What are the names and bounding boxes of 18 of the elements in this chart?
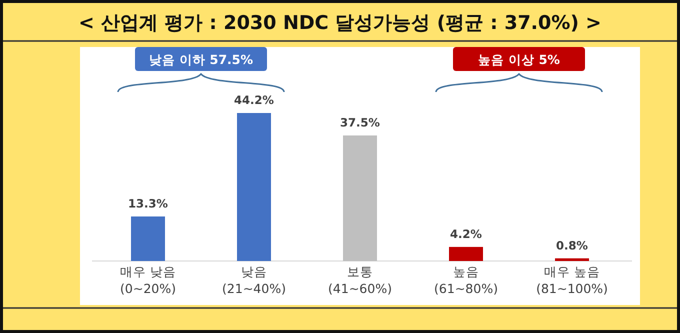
x-tick-label: 높음 (61~80%): [434, 264, 498, 296]
x-tick-label: 매우 낮음 (0~20%): [120, 264, 176, 296]
x-tick-label: 보통 (41~60%): [328, 264, 392, 296]
bar: [555, 258, 589, 261]
x-tick-label: 낮음 (21~40%): [222, 264, 286, 296]
text: 높음 이상 5%: [478, 52, 560, 67]
chart-title: < 산업계 평가 : 2030 NDC 달성가능성 (평균 : 37.0%) >: [78, 12, 602, 34]
data-label: 44.2%: [234, 93, 274, 107]
bar: [449, 246, 483, 261]
text: 낮음 이하 57.5%: [148, 52, 254, 67]
data-label: 13.3%: [128, 196, 168, 210]
bar: [343, 135, 377, 261]
data-label: 4.2%: [450, 226, 482, 241]
data-label: 0.8%: [556, 238, 588, 252]
x-tick-label: 매우 높음 (81~100%): [536, 264, 608, 296]
bar: [237, 113, 271, 261]
data-label: 37.5%: [340, 115, 380, 130]
bar: [131, 216, 165, 261]
